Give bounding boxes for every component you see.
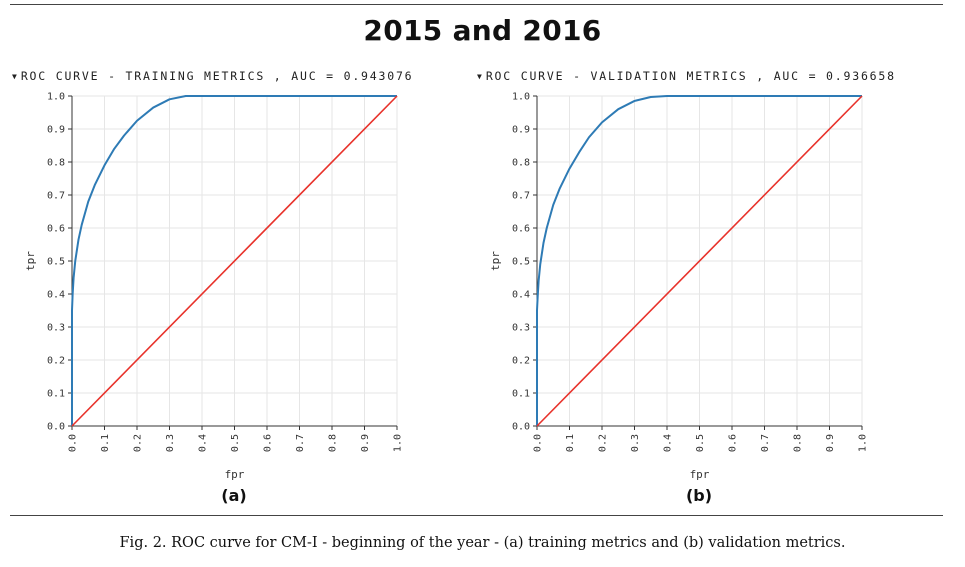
- y-tick-label: 0.4: [512, 290, 530, 301]
- panel-header-training[interactable]: ▼ ROC CURVE - TRAINING METRICS , AUC = 0.…: [12, 69, 413, 83]
- x-tick-label: 0.3: [630, 434, 641, 452]
- bottom-rule: [10, 515, 943, 516]
- y-tick-label: 1.0: [512, 92, 530, 103]
- panel-label-a: (a): [221, 486, 247, 505]
- x-tick-label: 0.8: [328, 434, 339, 452]
- x-axis-title: fpr: [225, 468, 245, 481]
- y-tick-label: 0.7: [512, 191, 530, 202]
- x-tick-label: 0.0: [533, 434, 544, 452]
- y-tick-label: 1.0: [47, 92, 65, 103]
- y-tick-label: 0.6: [47, 224, 65, 235]
- x-tick-label: 0.1: [565, 434, 576, 452]
- x-tick-label: 0.1: [100, 434, 111, 452]
- y-tick-label: 0.0: [47, 422, 65, 433]
- y-tick-label: 0.6: [512, 224, 530, 235]
- panel-header-validation[interactable]: ▼ ROC CURVE - VALIDATION METRICS , AUC = …: [477, 69, 896, 83]
- baseline-line: [71, 95, 398, 427]
- x-tick-label: 0.4: [663, 434, 674, 452]
- x-tick-label: 0.9: [825, 434, 836, 452]
- x-tick-label: 0.7: [760, 434, 771, 452]
- y-tick-label: 0.2: [512, 356, 530, 367]
- y-tick-label: 0.7: [47, 191, 65, 202]
- x-tick-label: 0.0: [68, 434, 79, 452]
- y-axis-title: tpr: [489, 251, 502, 271]
- chart-title-training: ROC CURVE - TRAINING METRICS , AUC = 0.9…: [20, 69, 414, 83]
- panel-training: ▼ ROC CURVE - TRAINING METRICS , AUC = 0.…: [10, 66, 480, 516]
- y-tick-label: 0.8: [47, 158, 65, 169]
- y-tick-label: 0.4: [47, 290, 65, 301]
- y-tick-label: 0.5: [47, 257, 65, 268]
- y-tick-label: 0.5: [512, 257, 530, 268]
- y-tick-label: 0.3: [512, 323, 530, 334]
- y-tick-label: 0.1: [47, 389, 65, 400]
- x-axis-title: fpr: [690, 468, 710, 481]
- roc-curve-line: [536, 95, 862, 426]
- roc-chart-validation: 0.0 0.1 0.2 0.3 0.4 0.5 0.6 0.7 0.8 0.9 1.0 0.0 0.1 0…: [489, 92, 869, 482]
- y-tick-label: 0.2: [47, 356, 65, 367]
- y-tick-label: 0.9: [47, 125, 65, 136]
- y-axis-title: tpr: [24, 251, 37, 271]
- y-tick-label: 0.0: [512, 422, 530, 433]
- roc-curve-line: [71, 95, 397, 426]
- grid: [536, 95, 863, 427]
- panel-label-b: (b): [685, 486, 713, 505]
- x-tick-label: 0.2: [133, 434, 144, 452]
- x-tick-label: 0.7: [295, 434, 306, 452]
- roc-chart-training: 0.0 0.1 0.2 0.3 0.4 0.5 0.6 0.7 0.8 0.9 1.0 0.0 0.1 0…: [24, 92, 404, 482]
- x-tick-label: 0.8: [793, 434, 804, 452]
- x-tick-label: 0.6: [728, 434, 739, 452]
- y-tick-label: 0.1: [512, 389, 530, 400]
- y-tick-label: 0.8: [512, 158, 530, 169]
- x-tick-label: 0.2: [598, 434, 609, 452]
- x-tick-label: 0.6: [263, 434, 274, 452]
- collapse-triangle-icon[interactable]: ▼: [477, 72, 482, 81]
- top-rule: [10, 4, 943, 5]
- x-tick-label: 1.0: [858, 434, 869, 452]
- figure-caption: Fig. 2. ROC curve for CM-I - beginning o…: [119, 535, 846, 551]
- y-tick-label: 0.9: [512, 125, 530, 136]
- y-tick-label: 0.3: [47, 323, 65, 334]
- panel-validation: ▼ ROC CURVE - VALIDATION METRICS , AUC = …: [475, 66, 945, 516]
- x-tick-label: 0.4: [198, 434, 209, 452]
- chart-title-validation: ROC CURVE - VALIDATION METRICS , AUC = 0…: [485, 69, 896, 83]
- x-tick-label: 1.0: [393, 434, 404, 452]
- x-tick-label: 0.9: [360, 434, 371, 452]
- main-title: 2015 and 2016: [363, 14, 602, 47]
- x-tick-label: 0.5: [230, 434, 241, 452]
- x-tick-label: 0.5: [695, 434, 706, 452]
- baseline-line: [536, 95, 863, 427]
- x-tick-label: 0.3: [165, 434, 176, 452]
- collapse-triangle-icon[interactable]: ▼: [12, 72, 17, 81]
